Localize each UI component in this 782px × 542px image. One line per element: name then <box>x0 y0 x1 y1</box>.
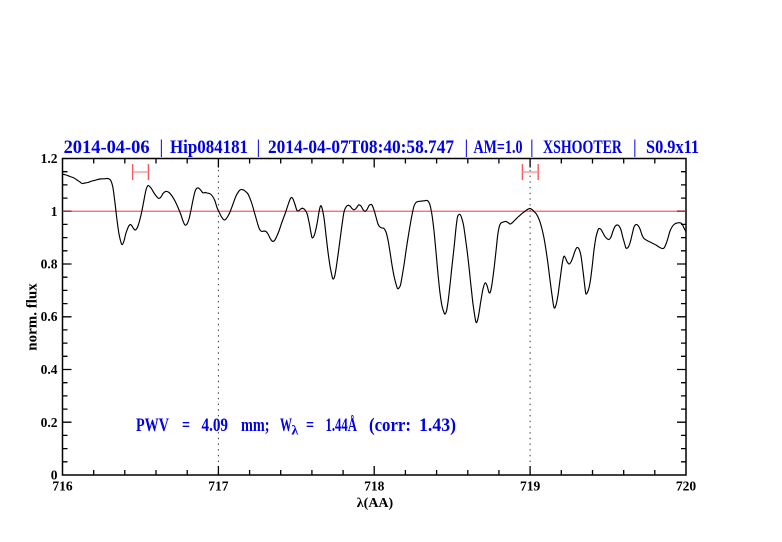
svg-text:1.44Å: 1.44Å <box>326 415 358 436</box>
svg-text:norm. flux: norm. flux <box>25 283 41 351</box>
svg-text:mm;: mm; <box>241 415 270 436</box>
svg-text:0.8: 0.8 <box>41 257 58 272</box>
svg-text:|: | <box>633 137 636 158</box>
svg-text:1.43): 1.43) <box>419 415 456 436</box>
svg-text:|: | <box>465 137 468 158</box>
svg-text:720: 720 <box>676 479 697 494</box>
svg-text:0.4: 0.4 <box>41 362 58 377</box>
svg-text:=: = <box>182 415 190 436</box>
svg-text:716: 716 <box>52 479 73 494</box>
svg-text:=: = <box>306 415 314 436</box>
svg-text:1: 1 <box>51 204 58 219</box>
svg-text:0: 0 <box>51 468 58 483</box>
svg-text:2014-04-06: 2014-04-06 <box>64 137 150 158</box>
svg-text:|: | <box>257 137 260 158</box>
svg-text:S0.9x11: S0.9x11 <box>646 137 699 158</box>
svg-text:PWV: PWV <box>136 415 169 436</box>
svg-text:2014-04-07T08:40:58.747: 2014-04-07T08:40:58.747 <box>268 137 454 158</box>
svg-text:(corr:: (corr: <box>369 415 411 436</box>
svg-text:XSHOOTER: XSHOOTER <box>543 137 622 158</box>
svg-text:λ(AA): λ(AA) <box>357 496 394 511</box>
svg-text:718: 718 <box>364 479 385 494</box>
svg-text:0.2: 0.2 <box>41 415 58 430</box>
svg-text:W: W <box>280 415 292 436</box>
svg-text:0.6: 0.6 <box>41 309 58 324</box>
svg-text:λ: λ <box>292 423 299 438</box>
svg-text:1.2: 1.2 <box>41 151 58 166</box>
svg-text:|: | <box>530 137 533 158</box>
svg-text:4.09: 4.09 <box>202 415 229 436</box>
svg-text:|: | <box>160 137 163 158</box>
svg-text:Hip084181: Hip084181 <box>170 137 248 158</box>
svg-text:AM=1.0: AM=1.0 <box>474 137 523 158</box>
svg-text:717: 717 <box>208 479 229 494</box>
svg-text:719: 719 <box>520 479 541 494</box>
